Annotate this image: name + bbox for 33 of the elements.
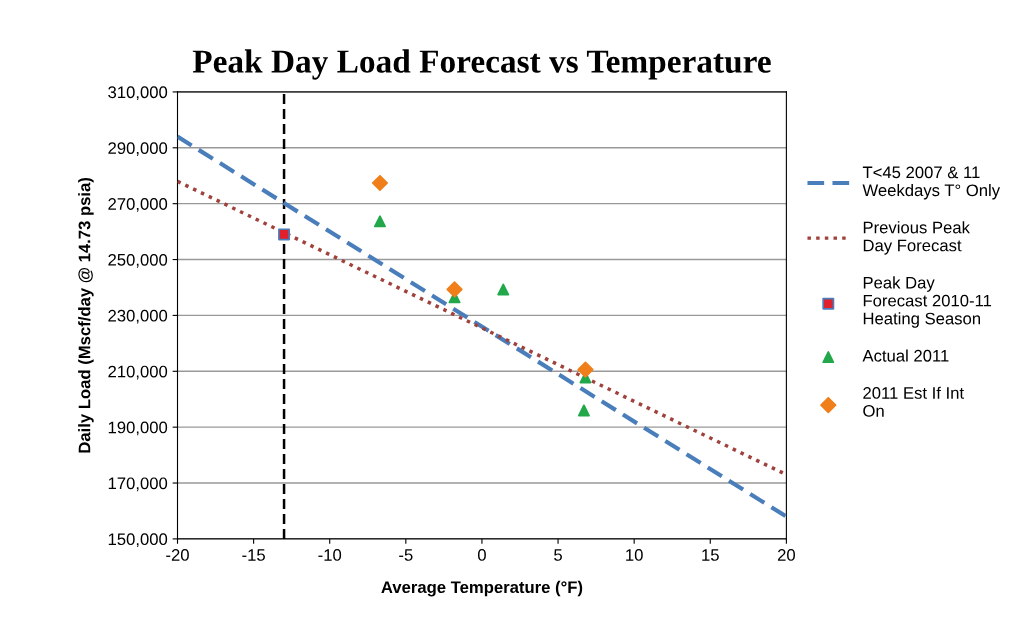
x-tick-label: 20 bbox=[777, 549, 795, 561]
x-tick-label: -20 bbox=[166, 549, 189, 561]
point bbox=[577, 404, 590, 417]
point bbox=[278, 228, 291, 241]
point bbox=[373, 215, 386, 228]
x-tick-label: -5 bbox=[399, 549, 413, 561]
x-tick-label: -10 bbox=[318, 549, 342, 561]
legend-label: Actual 2011 bbox=[862, 349, 949, 362]
point bbox=[497, 283, 510, 296]
y-tick-label: 270,000 bbox=[108, 198, 168, 212]
y-tick-label: 290,000 bbox=[108, 142, 168, 156]
point bbox=[446, 281, 463, 298]
x-tick-label: -15 bbox=[242, 549, 265, 561]
legend-label: 2011 Est If Int On bbox=[863, 386, 964, 417]
y-axis-title: Daily Load (Mscf/day @ 14.73 psia) bbox=[78, 177, 94, 453]
x-tick-label: 15 bbox=[702, 549, 719, 561]
x-tick-label: 10 bbox=[626, 549, 643, 561]
x-axis-title: Average Temperature (°F) bbox=[381, 580, 583, 597]
legend-label: Previous Peak Day Forecast bbox=[863, 221, 970, 255]
legend-label: T<45 2007 & 11 Weekdays T° Only bbox=[862, 166, 1001, 200]
y-tick-label: 170,000 bbox=[108, 477, 168, 492]
y-tick-label: 250,000 bbox=[108, 253, 168, 268]
y-tick-label: 230,000 bbox=[108, 309, 168, 324]
point bbox=[577, 361, 594, 378]
x-tick-label: 0 bbox=[477, 549, 486, 561]
chart-title: Peak Day Load Forecast vs Temperature bbox=[192, 49, 771, 80]
y-tick-label: 190,000 bbox=[108, 421, 168, 436]
y-tick-label: 210,000 bbox=[108, 365, 168, 380]
y-tick-label: 310,000 bbox=[108, 86, 168, 101]
legend-label: Peak Day Forecast 2010-11 Heating Season bbox=[863, 276, 992, 328]
x-tick-label: 5 bbox=[554, 549, 562, 561]
y-tick-label: 150,000 bbox=[108, 533, 168, 548]
point bbox=[371, 174, 389, 192]
